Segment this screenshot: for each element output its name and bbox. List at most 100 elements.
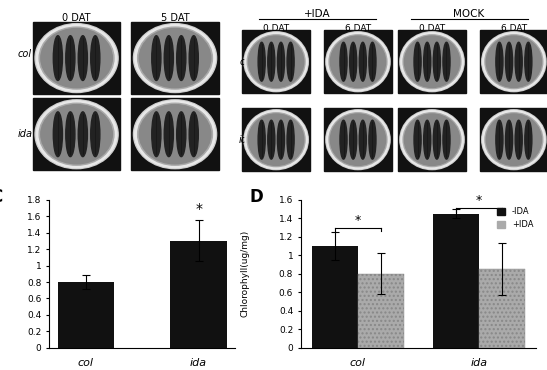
- Ellipse shape: [277, 120, 284, 159]
- Ellipse shape: [268, 42, 275, 81]
- Bar: [242, 108, 310, 171]
- Ellipse shape: [91, 36, 100, 81]
- Circle shape: [135, 101, 216, 168]
- Bar: [480, 108, 547, 171]
- Ellipse shape: [277, 42, 284, 81]
- Circle shape: [36, 25, 117, 91]
- Bar: [480, 30, 547, 93]
- Circle shape: [36, 101, 117, 168]
- Ellipse shape: [177, 36, 186, 81]
- Circle shape: [482, 33, 545, 91]
- Circle shape: [403, 113, 461, 166]
- Ellipse shape: [78, 36, 88, 81]
- Text: *: *: [354, 213, 361, 226]
- Text: ida: ida: [239, 135, 254, 145]
- Ellipse shape: [515, 120, 522, 159]
- Bar: [242, 30, 310, 93]
- Ellipse shape: [258, 42, 265, 81]
- Text: ida: ida: [18, 129, 32, 139]
- Bar: [479, 269, 525, 348]
- Ellipse shape: [78, 112, 88, 157]
- Text: C: C: [0, 188, 2, 206]
- Text: col: col: [18, 50, 32, 60]
- Bar: [433, 213, 479, 348]
- Circle shape: [404, 114, 459, 165]
- Bar: [358, 274, 404, 348]
- Ellipse shape: [287, 42, 294, 81]
- Circle shape: [39, 103, 114, 165]
- Text: MOCK: MOCK: [453, 9, 485, 19]
- Bar: [312, 246, 358, 348]
- Text: col: col: [239, 57, 253, 67]
- Ellipse shape: [177, 112, 186, 157]
- Circle shape: [485, 35, 543, 89]
- Ellipse shape: [189, 36, 199, 81]
- Ellipse shape: [496, 120, 503, 159]
- Circle shape: [403, 35, 461, 89]
- Circle shape: [35, 100, 118, 169]
- Circle shape: [139, 28, 211, 88]
- Ellipse shape: [287, 120, 294, 159]
- Bar: [398, 30, 466, 93]
- Bar: [57, 282, 114, 348]
- Circle shape: [139, 105, 211, 164]
- Circle shape: [138, 27, 212, 89]
- Ellipse shape: [525, 120, 532, 159]
- Circle shape: [400, 32, 464, 92]
- Circle shape: [133, 100, 217, 169]
- Ellipse shape: [424, 42, 430, 81]
- Ellipse shape: [164, 112, 173, 157]
- Circle shape: [248, 114, 304, 165]
- Circle shape: [327, 33, 389, 91]
- Circle shape: [247, 113, 305, 166]
- Circle shape: [326, 32, 390, 92]
- Circle shape: [244, 32, 309, 92]
- Text: 6 DAT: 6 DAT: [345, 24, 371, 33]
- Bar: [171, 241, 227, 348]
- Circle shape: [41, 105, 112, 164]
- Bar: [33, 98, 120, 171]
- Ellipse shape: [91, 112, 100, 157]
- Ellipse shape: [505, 42, 513, 81]
- Ellipse shape: [433, 42, 440, 81]
- Bar: [131, 22, 219, 94]
- Ellipse shape: [340, 42, 347, 81]
- Ellipse shape: [189, 112, 199, 157]
- Circle shape: [330, 114, 386, 165]
- Ellipse shape: [505, 120, 513, 159]
- Ellipse shape: [268, 120, 275, 159]
- Text: A: A: [7, 0, 20, 2]
- Ellipse shape: [414, 120, 421, 159]
- Circle shape: [404, 36, 459, 87]
- Circle shape: [401, 33, 463, 91]
- Ellipse shape: [359, 120, 366, 159]
- Circle shape: [248, 36, 304, 87]
- Text: *: *: [195, 202, 202, 216]
- Text: +IDA: +IDA: [304, 9, 330, 19]
- Ellipse shape: [340, 120, 347, 159]
- Circle shape: [247, 35, 305, 89]
- Bar: [33, 22, 120, 94]
- Ellipse shape: [164, 36, 173, 81]
- Circle shape: [244, 110, 309, 169]
- Text: B: B: [232, 0, 245, 2]
- Ellipse shape: [414, 42, 421, 81]
- Ellipse shape: [525, 42, 532, 81]
- Text: *: *: [476, 194, 482, 207]
- Ellipse shape: [515, 42, 522, 81]
- Ellipse shape: [433, 120, 440, 159]
- Circle shape: [400, 110, 464, 169]
- Ellipse shape: [424, 120, 430, 159]
- Ellipse shape: [66, 112, 75, 157]
- Y-axis label: Chlorophyll(ug/mg): Chlorophyll(ug/mg): [240, 230, 249, 317]
- Ellipse shape: [496, 42, 503, 81]
- Circle shape: [327, 111, 389, 169]
- Circle shape: [330, 36, 386, 87]
- Y-axis label: Chlorophyll(ug/mg): Chlorophyll(ug/mg): [0, 230, 1, 317]
- Ellipse shape: [53, 112, 62, 157]
- Bar: [324, 108, 392, 171]
- Ellipse shape: [258, 120, 265, 159]
- Circle shape: [39, 27, 114, 89]
- Circle shape: [486, 114, 542, 165]
- Ellipse shape: [350, 42, 357, 81]
